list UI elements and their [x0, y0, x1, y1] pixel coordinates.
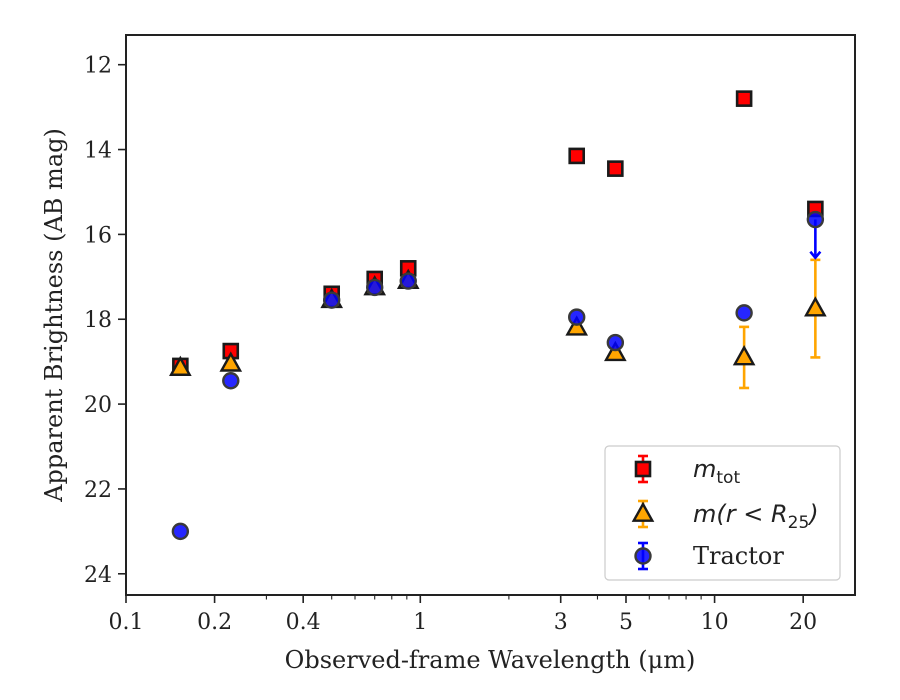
- mtot-point: [735, 90, 753, 107]
- legend: mtot m(r < R25) Tractor: [604, 445, 841, 581]
- x-tick-label: 5: [619, 610, 633, 635]
- mtot-point: [568, 147, 586, 165]
- tractor-point: [171, 522, 190, 541]
- y-axis-ticks: 12 14 16 18 20 22 24: [84, 54, 126, 588]
- x-tick-label: 3: [554, 610, 568, 635]
- y-tick-label: 24: [84, 563, 112, 588]
- mr25-point: [565, 315, 589, 336]
- legend-marker-mtot: [634, 460, 652, 478]
- y-axis-title: Apparent Brightness (AB mag): [40, 128, 68, 503]
- mr25-point: [732, 345, 756, 366]
- x-tick-label: 20: [789, 610, 817, 635]
- plot-frame: [125, 34, 856, 596]
- tractor-point: [222, 372, 240, 390]
- y-tick-label: 18: [84, 308, 112, 333]
- x-tick-label: 0.4: [286, 610, 321, 635]
- mr25-point: [804, 296, 827, 317]
- tractor-point: [806, 210, 825, 229]
- data-markers: [169, 90, 827, 541]
- mr25-point: [219, 351, 243, 372]
- legend-label-mtot: mtot: [693, 455, 740, 488]
- x-axis-title: Observed-frame Wavelength (μm): [285, 646, 696, 674]
- legend-marker-tractor: [634, 547, 652, 565]
- x-axis-ticks: 0.1 0.2 0.4 1 3 5 10 20: [109, 595, 817, 635]
- x-tick-label: 10: [701, 610, 729, 635]
- legend-frame: [604, 445, 841, 581]
- legend-label-mr25: m(r < R25): [693, 500, 819, 533]
- tractor-point: [323, 291, 341, 309]
- tractor-point: [568, 308, 586, 326]
- tractor-point: [606, 333, 625, 352]
- mr25-point: [604, 340, 627, 362]
- x-tick-label: 1: [413, 610, 427, 635]
- y-tick-label: 22: [84, 478, 112, 503]
- x-tick-label: 0.1: [109, 610, 144, 635]
- tractor-point: [735, 304, 753, 322]
- y-tick-label: 14: [84, 139, 112, 164]
- y-tick-label: 16: [84, 223, 112, 248]
- tractor-point: [366, 278, 384, 297]
- tractor-point: [399, 272, 417, 290]
- y-tick-label: 20: [84, 393, 112, 418]
- legend-label-tractor: Tractor: [693, 542, 784, 570]
- y-tick-label: 12: [84, 54, 112, 79]
- limit-arrow-head: [809, 250, 822, 260]
- mr25-point: [169, 355, 192, 376]
- legend-marker-mr25: [631, 501, 655, 522]
- x-tick-label: 0.2: [197, 610, 232, 635]
- mtot-point: [607, 160, 624, 177]
